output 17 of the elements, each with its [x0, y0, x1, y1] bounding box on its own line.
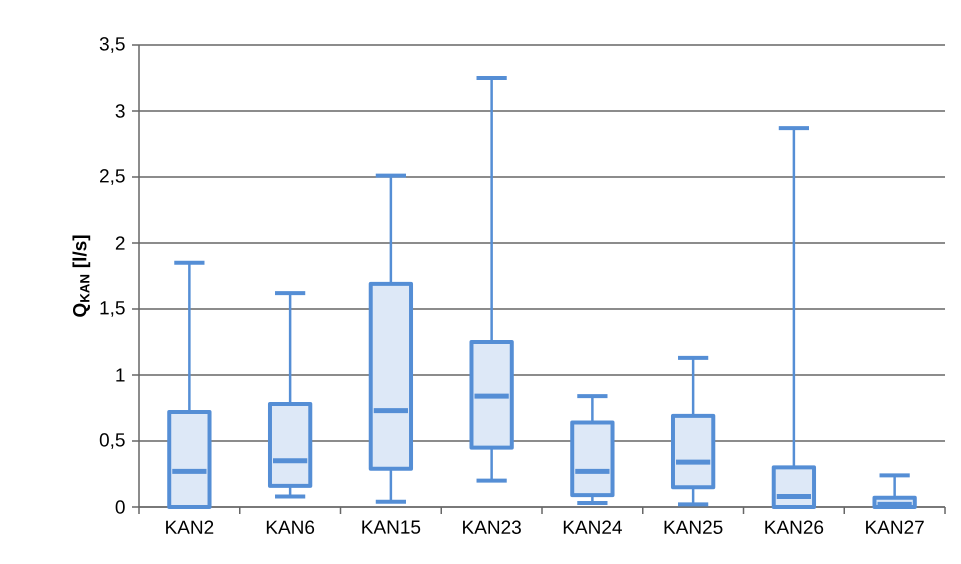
x-tick-label: KAN2: [166, 520, 214, 534]
y-tick-label: 3,5: [100, 37, 125, 53]
x-tick-label: KAN26: [765, 520, 824, 534]
y-tick-label: 1,5: [100, 301, 125, 317]
x-tick-label: KAN6: [266, 520, 314, 534]
y-tick-label: 0: [116, 500, 125, 514]
y-tick-label: 3: [116, 104, 125, 118]
y-tick-label: 2: [116, 236, 125, 250]
y-tick-label: 2,5: [100, 169, 125, 185]
x-tick-label: KAN15: [362, 520, 420, 534]
y-tick-label: 0,5: [100, 433, 125, 449]
x-tick-label: KAN25: [664, 520, 722, 534]
x-tick-label: KAN23: [463, 520, 521, 534]
x-tick-label: KAN24: [564, 520, 622, 534]
y-axis-title: Q$_{KAN}$ [l/s]: [72, 235, 90, 317]
x-tick-label: KAN27: [866, 520, 924, 534]
y-tick-label: 1: [116, 368, 125, 382]
